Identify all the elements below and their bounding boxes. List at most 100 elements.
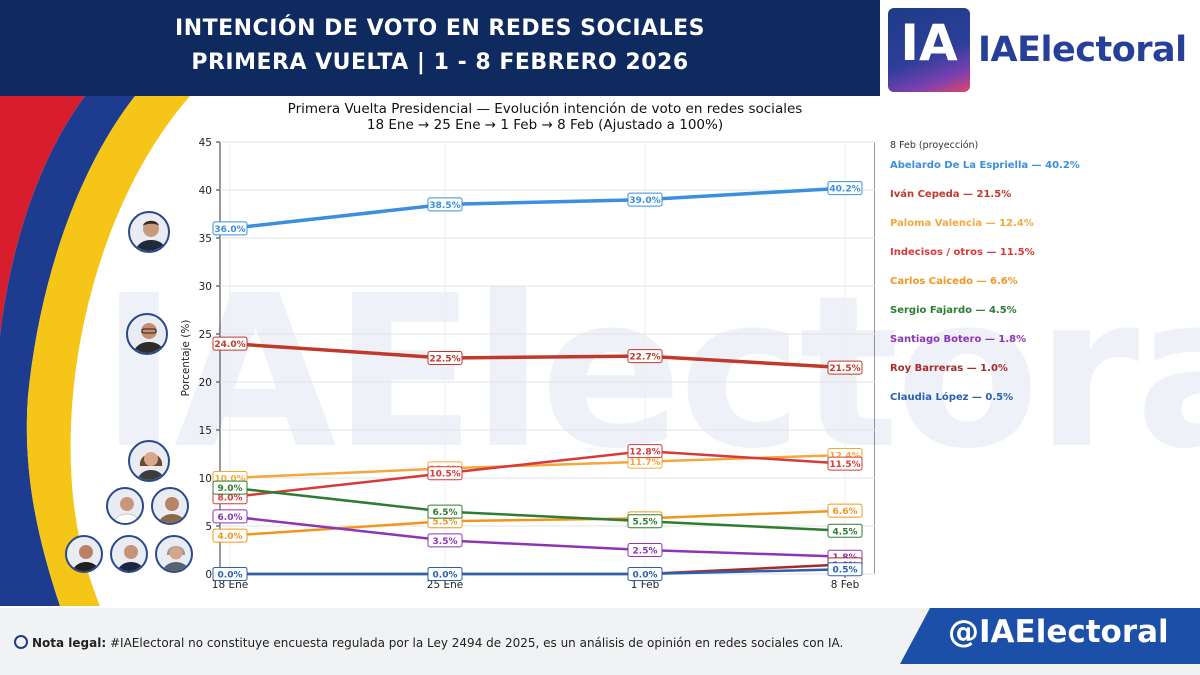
data-label: 2.5% (633, 547, 658, 557)
chart-legend: 8 Feb (proyección) Abelardo De La Esprie… (890, 140, 1195, 421)
series-line-1 (229, 341, 846, 370)
data-label-box (827, 181, 863, 196)
data-label: 40.2% (829, 185, 860, 195)
series-line-6 (229, 515, 846, 558)
colombia-flag-ribbon (0, 96, 190, 606)
brand-logo: IA IAElectoral (880, 0, 1200, 96)
data-label: 4.5% (833, 527, 858, 537)
data-label-box (627, 444, 663, 459)
data-label: 0.5% (833, 566, 858, 576)
data-label: 36.0% (214, 225, 245, 235)
candidate-avatar-cepeda (126, 313, 168, 355)
data-label: 10.5% (429, 470, 460, 480)
legal-note-label: Nota legal: (32, 636, 107, 650)
data-label: 6.6% (833, 507, 858, 517)
data-label: 21.5% (829, 364, 860, 374)
y-axis-label: Porcentaje (%) (180, 320, 192, 397)
legend-item: Abelardo De La Espriella — 40.2% (890, 160, 1080, 171)
data-label-box (427, 567, 463, 581)
legend-item: Paloma Valencia — 12.4% (890, 218, 1034, 229)
data-label-box (427, 197, 463, 212)
data-label-box (627, 543, 663, 557)
data-label: 9.0% (218, 484, 243, 494)
data-label: 4.0% (218, 532, 243, 542)
data-label: 12.8% (629, 448, 660, 458)
series-line-4 (229, 509, 846, 537)
x-tick-label: 8 Feb (831, 579, 860, 591)
data-label-box (627, 349, 663, 364)
series-line-3 (229, 449, 846, 499)
data-label-box (212, 221, 248, 236)
logo-letters: IA (900, 14, 958, 72)
y-tick-label: 35 (199, 233, 212, 245)
data-label-box (212, 567, 248, 581)
logo-text: IAElectoral (978, 30, 1187, 70)
data-label: 8.0% (218, 494, 243, 504)
data-label-box (827, 360, 863, 375)
y-tick-label: 30 (199, 281, 212, 293)
data-label-box (427, 533, 463, 548)
candidate-avatar-paloma (128, 440, 170, 482)
data-label: 3.5% (433, 537, 458, 547)
chart-subtitle: 18 Ene → 25 Ene → 1 Feb → 8 Feb (Ajustad… (366, 117, 724, 133)
candidate-avatar-lopez (155, 535, 193, 573)
header-banner: INTENCIÓN DE VOTO EN REDES SOCIALES PRIM… (0, 0, 880, 96)
globe-icon (14, 635, 28, 649)
chart-title: Primera Vuelta Presidencial — Evolución … (287, 101, 803, 117)
data-label-box (627, 567, 663, 581)
series-line-5 (229, 486, 846, 533)
y-tick-label: 25 (199, 329, 212, 341)
data-label-box (212, 336, 248, 351)
y-tick-label: 0 (205, 569, 212, 581)
data-label: 11.7% (629, 458, 660, 468)
legend-item: Sergio Fajardo — 4.5% (890, 305, 1017, 316)
logo-icon: IA (888, 8, 970, 92)
candidate-avatar-botero (65, 535, 103, 573)
legal-note-text: #IAElectoral no constituye encuesta regu… (106, 636, 844, 650)
legend-item: Iván Cepeda — 21.5% (890, 189, 1012, 200)
legend-item: Indecisos / otros — 11.5% (890, 247, 1035, 258)
data-label-box (827, 503, 863, 518)
legend-item: Carlos Caicedo — 6.6% (890, 276, 1018, 287)
data-label: 39.0% (629, 196, 660, 206)
y-tick-label: 15 (199, 425, 212, 437)
data-label-box (427, 351, 463, 365)
data-label: 22.5% (429, 355, 460, 365)
data-label-box (827, 456, 863, 471)
data-label: 10.0% (214, 475, 245, 485)
y-tick-label: 10 (199, 473, 212, 485)
candidate-avatar-fajardo (106, 487, 144, 525)
data-label: 11.5% (829, 460, 860, 470)
data-label-box (827, 562, 863, 577)
data-label: 5.5% (633, 518, 658, 528)
data-label: 38.5% (429, 201, 460, 211)
y-tick-label: 45 (199, 137, 212, 149)
data-label: 6.0% (218, 513, 243, 523)
social-handle: @IAElectoral (948, 614, 1169, 650)
legend-item: Claudia López — 0.5% (890, 392, 1014, 403)
data-label: 12.4% (829, 451, 860, 461)
data-label: 0.0% (433, 571, 458, 581)
data-label-box (627, 514, 663, 529)
data-label: 0.0% (633, 571, 658, 581)
header-title-line2: PRIMERA VUELTA | 1 - 8 FEBRERO 2026 (191, 50, 689, 75)
data-label: 5.5% (433, 518, 458, 528)
data-label-box (427, 466, 463, 481)
legal-note: Nota legal: #IAElectoral no constituye e… (14, 635, 843, 650)
header-title-line1: INTENCIÓN DE VOTO EN REDES SOCIALES (175, 16, 705, 41)
y-tick-label: 20 (199, 377, 212, 389)
legend-item: Santiago Botero — 1.8% (890, 334, 1027, 345)
candidate-avatar-abelardo (128, 211, 170, 253)
line-chart: 0 5 10 15 20 25 30 35 40 45 18 Ene 25 Ene 1 Feb 8 Feb… (180, 137, 875, 591)
data-label: 0.0% (218, 571, 243, 581)
data-label-box (212, 480, 248, 495)
data-label: 6.5% (433, 508, 458, 518)
series-line-0 (229, 186, 846, 231)
data-label-box (627, 192, 663, 207)
data-label-box (827, 523, 863, 538)
x-tick-label: 1 Feb (631, 579, 660, 591)
candidate-avatar-barreras (110, 535, 148, 573)
x-tick-label: 18 Ene (212, 579, 248, 591)
data-label-box (212, 509, 248, 524)
series-line-8 (230, 567, 846, 576)
